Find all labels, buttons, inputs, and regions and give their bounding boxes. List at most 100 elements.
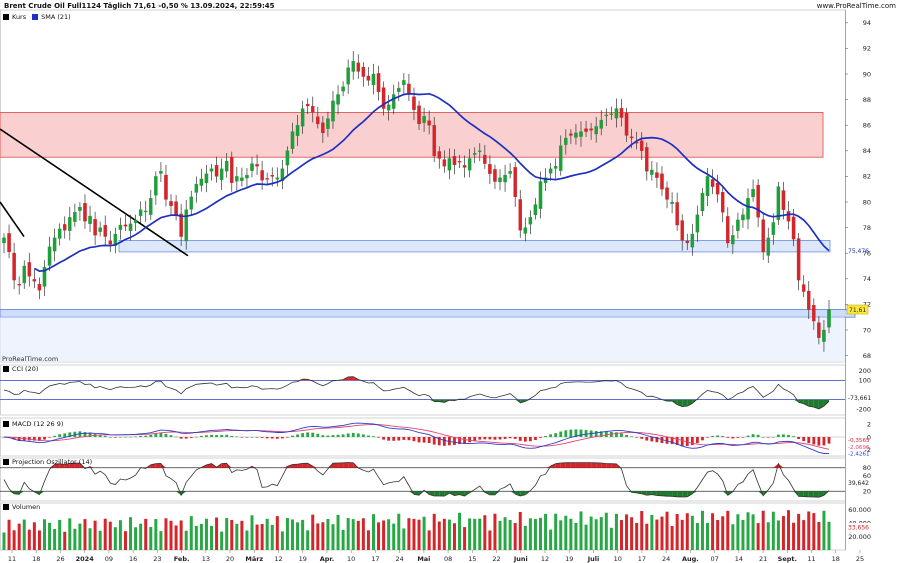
volume-bar — [706, 522, 710, 550]
volume-bar — [599, 517, 603, 550]
macd-histogram-bar — [68, 432, 72, 437]
volume-bar — [468, 518, 472, 550]
price-tick-label: 70 — [863, 326, 871, 334]
volume-bar — [533, 518, 537, 550]
candle-body — [376, 73, 381, 93]
candle-body — [609, 113, 614, 115]
volume-bar — [483, 515, 487, 550]
candle-body — [751, 189, 755, 198]
volume-bar — [93, 520, 97, 550]
candle-body — [690, 233, 695, 248]
volume-bar — [569, 518, 573, 550]
volume-bar — [255, 524, 259, 550]
candle-body — [103, 225, 107, 237]
candle-body — [558, 145, 563, 171]
candle-body — [796, 238, 801, 281]
macd-histogram-bar — [119, 436, 122, 438]
x-tick-label: 10 — [614, 555, 622, 563]
volume-bar — [635, 522, 639, 550]
proj-oversold-fill — [641, 491, 647, 496]
candle-body — [73, 212, 77, 222]
candle-body — [7, 233, 11, 253]
proj-oversold-fill — [798, 491, 804, 497]
macd-histogram-bar — [210, 434, 213, 437]
candle-body — [781, 190, 786, 210]
volume-title: Volumen — [12, 503, 41, 511]
volume-bar — [463, 527, 467, 550]
candle-body — [604, 114, 609, 117]
candle-body — [569, 133, 573, 136]
candle-body — [564, 137, 568, 145]
proj-oversold-fill — [14, 491, 20, 495]
proj-oversold-fill — [687, 491, 693, 497]
proj-oversold-fill — [672, 491, 678, 497]
x-tick-label: Juni — [513, 555, 528, 563]
candle-body — [639, 140, 644, 151]
candle-body — [128, 223, 133, 231]
kurs-legend-swatch — [3, 14, 9, 20]
macd-histogram-bar — [58, 434, 62, 437]
volume-bar — [159, 531, 163, 550]
support-zone-lower — [0, 309, 856, 318]
macd-histogram-bar — [311, 432, 315, 437]
watermark: ProRealTime.com — [2, 355, 58, 363]
macd-hist-value: -0,3565 — [848, 438, 870, 444]
volume-bar — [412, 518, 416, 550]
macd-histogram-bar — [280, 437, 284, 439]
x-tick-label: 19 — [565, 555, 573, 563]
proj-overbought-fill — [343, 462, 349, 468]
macd-histogram-bar — [630, 436, 634, 437]
volume-bar — [513, 523, 517, 550]
macd-histogram-bar — [503, 437, 507, 439]
candle-body — [543, 177, 548, 184]
volume-bar — [695, 523, 699, 550]
candle-body — [224, 160, 229, 172]
cci-oversold-fill — [803, 399, 809, 407]
volume-bar — [559, 520, 563, 550]
volume-bar — [12, 530, 16, 550]
macd-histogram-bar — [528, 437, 532, 442]
macd-histogram-bar — [184, 437, 188, 439]
volume-bar — [194, 525, 198, 550]
cci-oversold-fill — [798, 399, 804, 404]
proj-oversold-fill — [434, 491, 440, 497]
volume-bar — [371, 514, 375, 550]
candle-body — [619, 108, 624, 118]
volume-bar — [346, 518, 350, 550]
macd-legend-swatch — [3, 421, 9, 427]
macd-histogram-bar — [544, 435, 547, 437]
volume-bar — [417, 519, 421, 550]
macd-histogram-bar — [53, 435, 57, 437]
volume-bar — [736, 514, 740, 550]
volume-bar — [144, 518, 148, 550]
proj-overbought-fill — [555, 462, 561, 468]
candle-body — [356, 62, 361, 72]
candle-body — [83, 203, 87, 222]
volume-bar — [645, 523, 649, 550]
candle-body — [250, 163, 254, 171]
candle-body — [12, 252, 16, 281]
proj-tick-label: 60 — [863, 472, 871, 480]
macd-histogram-bar — [427, 437, 431, 443]
proj-overbought-fill — [54, 463, 60, 468]
volume-bar — [189, 516, 193, 550]
volume-bar — [437, 521, 441, 550]
cci-tick-label: 100 — [859, 377, 871, 385]
proj-oversold-fill — [656, 491, 662, 496]
cci-oversold-fill — [687, 399, 693, 407]
volume-bar — [296, 522, 300, 550]
x-tick-label: 17 — [638, 555, 646, 563]
candle-body — [235, 176, 239, 182]
volume-bar — [660, 516, 664, 550]
cci-value-label: -73,661 — [848, 395, 871, 402]
candle-body — [589, 128, 593, 131]
x-tick-label: 19 — [299, 555, 307, 563]
volume-bar — [766, 522, 770, 550]
volume-bar — [48, 522, 52, 550]
candle-body — [17, 284, 21, 286]
proj-overbought-fill — [606, 463, 612, 468]
macd-histogram-bar — [412, 437, 416, 442]
cci-oversold-fill — [434, 399, 440, 402]
volume-bar — [250, 515, 254, 550]
volume-bar — [700, 510, 704, 550]
